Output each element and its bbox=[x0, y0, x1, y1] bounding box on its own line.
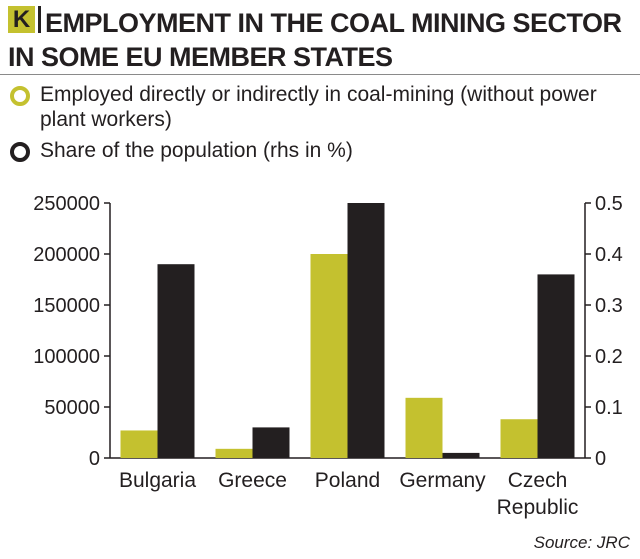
right-tick-label: 0.3 bbox=[595, 295, 623, 317]
x-category-label: Bulgaria bbox=[119, 469, 196, 492]
chart-legend: Employed directly or indirectly in coal-… bbox=[8, 82, 628, 169]
left-tick-label: 0 bbox=[89, 448, 100, 470]
bar-employed bbox=[500, 419, 538, 458]
x-category-label: Greece bbox=[218, 469, 287, 492]
legend-item-share: Share of the population (rhs in %) bbox=[8, 138, 628, 163]
chart-header: K EMPLOYMENT IN THE COAL MINING SECTOR IN… bbox=[8, 6, 632, 74]
x-category-label: Republic bbox=[497, 496, 579, 519]
x-category-label: Germany bbox=[399, 469, 486, 492]
bar-population-share bbox=[252, 427, 290, 458]
chart-title: EMPLOYMENT IN THE COAL MINING SECTOR IN … bbox=[8, 8, 622, 72]
left-tick-label: 200000 bbox=[33, 244, 100, 266]
source-note: Source: JRC bbox=[533, 533, 630, 552]
left-tick-label: 150000 bbox=[33, 295, 100, 317]
bar-population-share bbox=[537, 274, 575, 458]
right-tick-label: 0 bbox=[595, 448, 606, 470]
x-category-label: Poland bbox=[315, 469, 380, 492]
bar-population-share bbox=[347, 203, 385, 458]
right-tick-label: 0.4 bbox=[595, 244, 623, 266]
bar-population-share bbox=[442, 452, 480, 458]
right-tick-label: 0.2 bbox=[595, 346, 623, 368]
header-divider bbox=[0, 74, 640, 75]
legend-circle-icon-olive bbox=[10, 86, 30, 106]
x-category-label: Czech bbox=[508, 469, 568, 492]
legend-circle-icon-dark bbox=[10, 142, 30, 162]
legend-item-employed: Employed directly or indirectly in coal-… bbox=[8, 82, 628, 132]
logo-separator bbox=[38, 6, 41, 33]
publication-logo: K bbox=[8, 6, 35, 33]
bar-population-share bbox=[157, 264, 195, 458]
left-tick-label: 100000 bbox=[33, 346, 100, 368]
right-tick-label: 0.1 bbox=[595, 397, 623, 419]
left-tick-label: 250000 bbox=[33, 193, 100, 215]
bar-employed bbox=[405, 397, 443, 458]
bar-employed bbox=[215, 448, 253, 458]
legend-label-employed: Employed directly or indirectly in coal-… bbox=[40, 83, 597, 131]
right-tick-label: 0.5 bbox=[595, 193, 623, 215]
left-tick-label: 50000 bbox=[44, 397, 100, 419]
bar-employed bbox=[120, 430, 158, 458]
legend-label-share: Share of the population (rhs in %) bbox=[40, 139, 353, 162]
bar-employed bbox=[310, 254, 348, 458]
